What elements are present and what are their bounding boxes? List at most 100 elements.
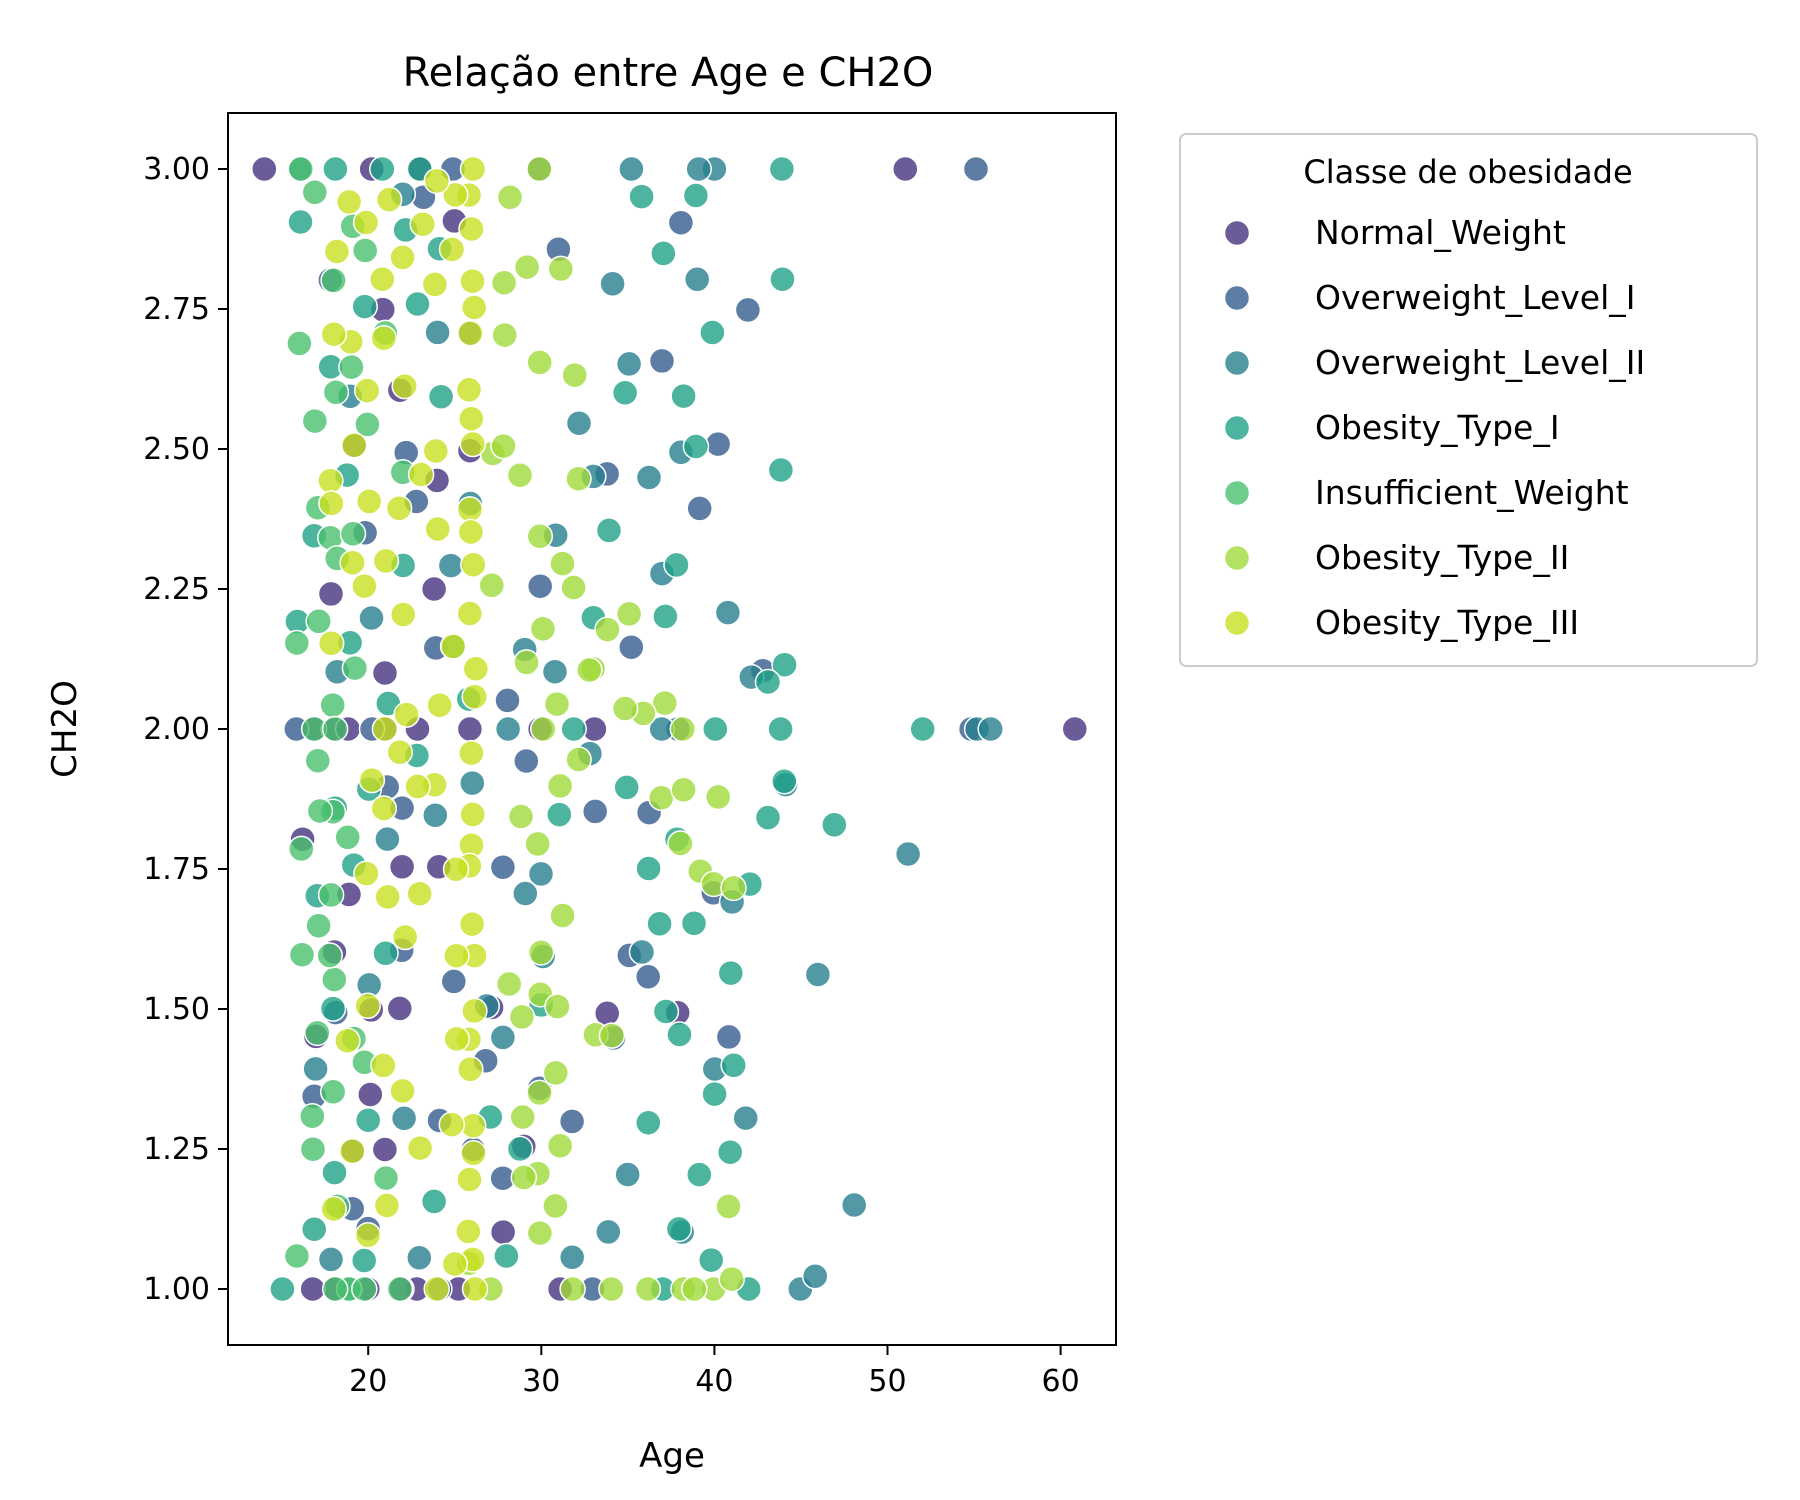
point-obesity-type-i-32 (506, 1135, 534, 1163)
point-overweight-level-i-48 (440, 968, 468, 995)
point-overweight-level-ii-51 (618, 155, 645, 183)
point-obesity-type-ii-17 (524, 830, 551, 858)
point-obesity-type-ii-36 (681, 1275, 708, 1303)
point-obesity-type-i-65 (686, 1161, 713, 1188)
point-obesity-type-iii-52 (391, 923, 419, 951)
point-obesity-type-ii-16 (546, 772, 574, 800)
point-obesity-type-ii-45 (667, 830, 694, 857)
point-obesity-type-i-27 (595, 517, 623, 544)
legend-title: Classe de obesidade (1303, 153, 1632, 191)
point-obesity-type-i-22 (682, 182, 710, 209)
legend-label-overweight-level-ii: Overweight_Level_II (1315, 343, 1645, 382)
point-obesity-type-ii-51 (670, 776, 697, 804)
point-overweight-level-i-29 (715, 1023, 743, 1051)
point-obesity-type-i-15 (646, 910, 673, 938)
y-tick-label-4: 2.00 (143, 712, 210, 747)
point-obesity-type-iii-47 (389, 244, 416, 271)
point-obesity-type-ii-29 (526, 1219, 554, 1247)
point-obesity-type-i-4 (754, 668, 782, 696)
point-obesity-type-i-23 (670, 382, 697, 410)
point-insufficient-weight-9 (319, 691, 346, 719)
point-obesity-type-iii-63 (353, 377, 381, 404)
point-obesity-type-ii-35 (718, 1265, 745, 1293)
point-obesity-type-ii-62 (611, 695, 639, 722)
point-obesity-type-i-21 (699, 319, 726, 346)
y-tick-label-8: 3.00 (143, 152, 210, 187)
point-overweight-level-ii-20 (512, 880, 539, 907)
point-obesity-type-i-25 (628, 183, 655, 210)
legend-marker-overweight-level-i (1223, 284, 1251, 312)
point-obesity-type-iii-36 (441, 1250, 469, 1278)
point-obesity-type-ii-8 (526, 523, 554, 550)
point-obesity-type-i-20 (682, 433, 710, 460)
point-obesity-type-iii-67 (354, 992, 381, 1020)
point-obesity-type-i-0 (768, 155, 796, 183)
point-obesity-type-i-1 (769, 265, 796, 293)
point-obesity-type-iii-68 (354, 1222, 382, 1249)
point-obesity-type-i-33 (493, 1242, 520, 1270)
point-obesity-type-ii-57 (507, 803, 535, 830)
point-obesity-type-iii-80 (320, 1195, 347, 1223)
point-obesity-type-iii-37 (423, 167, 451, 195)
point-insufficient-weight-30 (341, 654, 369, 682)
point-obesity-type-i-12 (720, 1052, 747, 1079)
legend-label-obesity-type-i: Obesity_Type_I (1315, 408, 1560, 447)
point-overweight-level-ii-3 (894, 840, 922, 868)
point-obesity-type-ii-38 (526, 155, 553, 183)
point-obesity-type-iii-2 (458, 215, 485, 243)
point-obesity-type-i-59 (716, 1138, 744, 1166)
point-normal-weight-22 (317, 580, 345, 608)
y-tick-label-0: 1.00 (143, 1272, 210, 1307)
point-obesity-type-iii-15 (458, 739, 485, 767)
point-overweight-level-ii-31 (317, 1246, 345, 1273)
point-obesity-type-i-62 (635, 1109, 662, 1136)
point-obesity-type-iii-29 (461, 1275, 489, 1303)
legend-label-overweight-level-i: Overweight_Level_I (1315, 278, 1635, 317)
point-obesity-type-iii-74 (339, 1137, 366, 1165)
point-overweight-level-i-27 (558, 1108, 586, 1135)
point-obesity-type-iii-5 (457, 319, 484, 347)
point-obesity-type-iii-34 (443, 1025, 470, 1053)
point-obesity-type-iii-77 (317, 467, 344, 494)
point-insufficient-weight-43 (301, 407, 329, 435)
point-obesity-type-iii-11 (460, 551, 487, 578)
point-obesity-type-ii-26 (546, 1132, 574, 1160)
point-obesity-type-iii-79 (317, 630, 345, 657)
y-tick-label-3: 1.75 (143, 852, 210, 887)
point-obesity-type-iii-58 (370, 795, 398, 822)
point-overweight-level-ii-28 (374, 825, 401, 853)
point-obesity-type-ii-58 (495, 970, 523, 998)
point-normal-weight-10 (420, 575, 448, 603)
point-insufficient-weight-1 (301, 179, 329, 206)
point-obesity-type-iii-56 (370, 324, 398, 352)
point-obesity-type-iii-30 (442, 181, 469, 209)
point-overweight-level-ii-27 (390, 1105, 418, 1132)
point-insufficient-weight-18 (283, 1242, 311, 1270)
point-overweight-level-i-15 (648, 347, 676, 375)
point-obesity-type-iii-40 (424, 515, 451, 543)
point-insufficient-weight-4 (322, 379, 350, 406)
point-obesity-type-ii-21 (544, 993, 571, 1020)
point-obesity-type-iii-66 (353, 860, 380, 887)
point-obesity-type-ii-11 (529, 615, 557, 643)
point-obesity-type-i-3 (771, 651, 798, 678)
point-obesity-type-iii-64 (355, 488, 383, 515)
point-obesity-type-ii-2 (490, 269, 518, 296)
point-normal-weight-1 (892, 155, 919, 183)
point-obesity-type-i-16 (652, 998, 680, 1025)
point-obesity-type-i-2 (767, 456, 795, 484)
point-obesity-type-iii-46 (406, 1134, 434, 1162)
point-obesity-type-iii-61 (373, 1192, 401, 1219)
point-obesity-type-iii-41 (426, 691, 453, 719)
point-normal-weight-37 (489, 1218, 517, 1246)
chart-title: Relação entre Age e CH2O (403, 50, 934, 96)
point-obesity-type-i-6 (754, 804, 782, 831)
point-obesity-type-iii-3 (459, 267, 486, 295)
point-insufficient-weight-36 (338, 353, 365, 381)
point-obesity-type-i-24 (650, 240, 677, 267)
point-obesity-type-iii-8 (459, 430, 487, 458)
point-obesity-type-ii-50 (715, 1193, 742, 1220)
point-obesity-type-ii-0 (547, 255, 575, 283)
point-obesity-type-iii-85 (442, 855, 470, 883)
